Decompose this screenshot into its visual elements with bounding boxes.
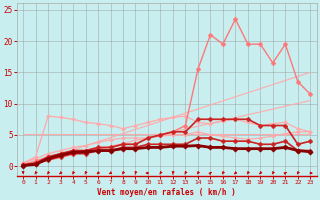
X-axis label: Vent moyen/en rafales ( km/h ): Vent moyen/en rafales ( km/h ) — [97, 188, 236, 197]
